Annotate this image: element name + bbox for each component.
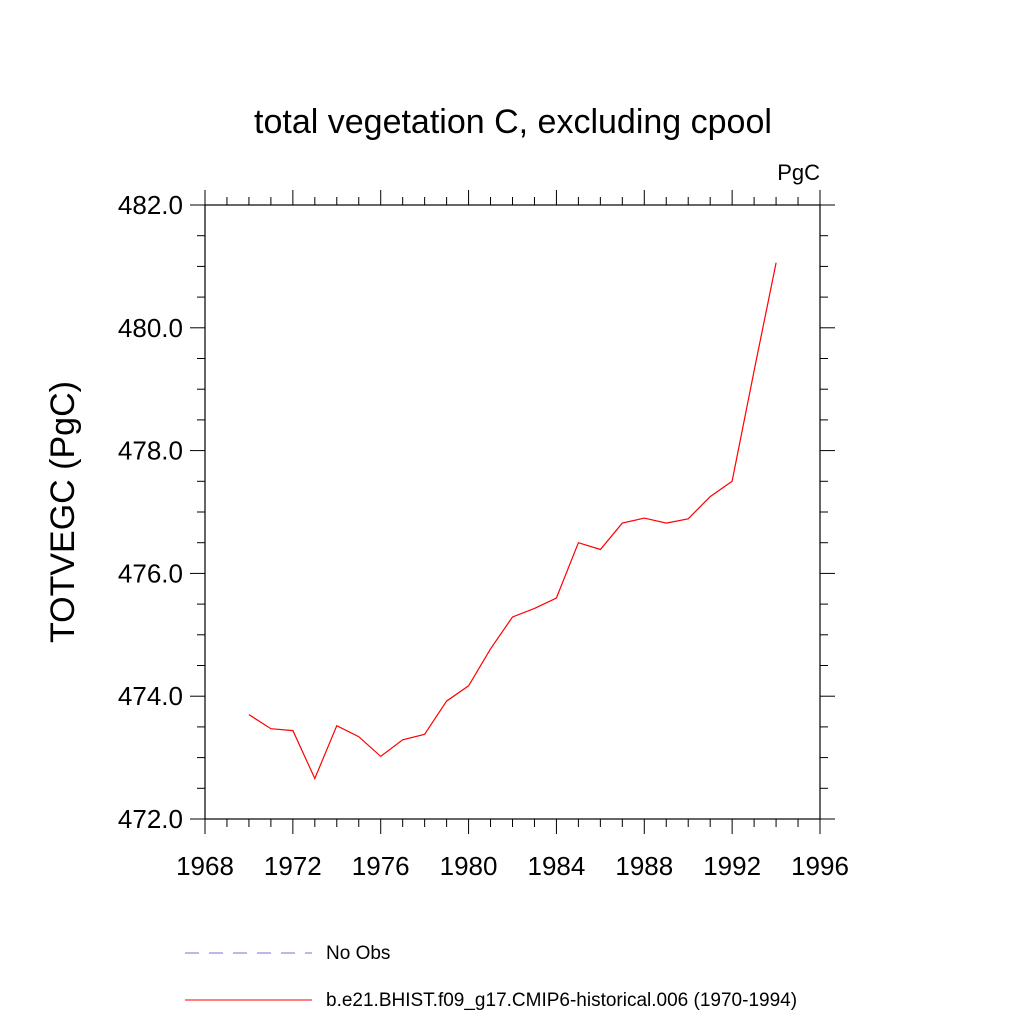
- x-tick-label: 1984: [528, 851, 586, 881]
- legend-label-no-obs: No Obs: [326, 943, 390, 964]
- y-axis-ticks: 472.0 474.0 476.0 478.0 480.0 482.0: [118, 190, 835, 834]
- series-layer: [248, 262, 777, 780]
- x-tick-label: 1992: [703, 851, 761, 881]
- series-line-0: [248, 262, 777, 780]
- chart-title: total vegetation C, excluding cpool: [254, 103, 772, 141]
- y-tick-label: 476.0: [118, 558, 183, 588]
- x-tick-label: 1988: [615, 851, 673, 881]
- y-axis-label: TOTVEGC (PgC): [44, 381, 82, 643]
- x-tick-label: 1996: [791, 851, 849, 881]
- x-tick-label: 1980: [440, 851, 498, 881]
- legend: No Obs b.e21.BHIST.f09_g17.CMIP6-histori…: [185, 943, 797, 1011]
- x-tick-label: 1976: [352, 851, 410, 881]
- y-tick-label: 474.0: [118, 681, 183, 711]
- plot-frame: [204, 204, 821, 820]
- units-label: PgC: [777, 160, 820, 185]
- y-tick-label: 482.0: [118, 190, 183, 220]
- y-tick-label: 472.0: [118, 804, 183, 834]
- y-tick-label: 480.0: [118, 313, 183, 343]
- x-tick-label: 1972: [264, 851, 322, 881]
- x-tick-label: 1968: [176, 851, 234, 881]
- x-axis-ticks: 1968 1972 1976 1980 1984 1988 1992 1996: [176, 190, 849, 881]
- y-tick-label: 478.0: [118, 436, 183, 466]
- legend-label-historical: b.e21.BHIST.f09_g17.CMIP6-historical.006…: [326, 990, 797, 1011]
